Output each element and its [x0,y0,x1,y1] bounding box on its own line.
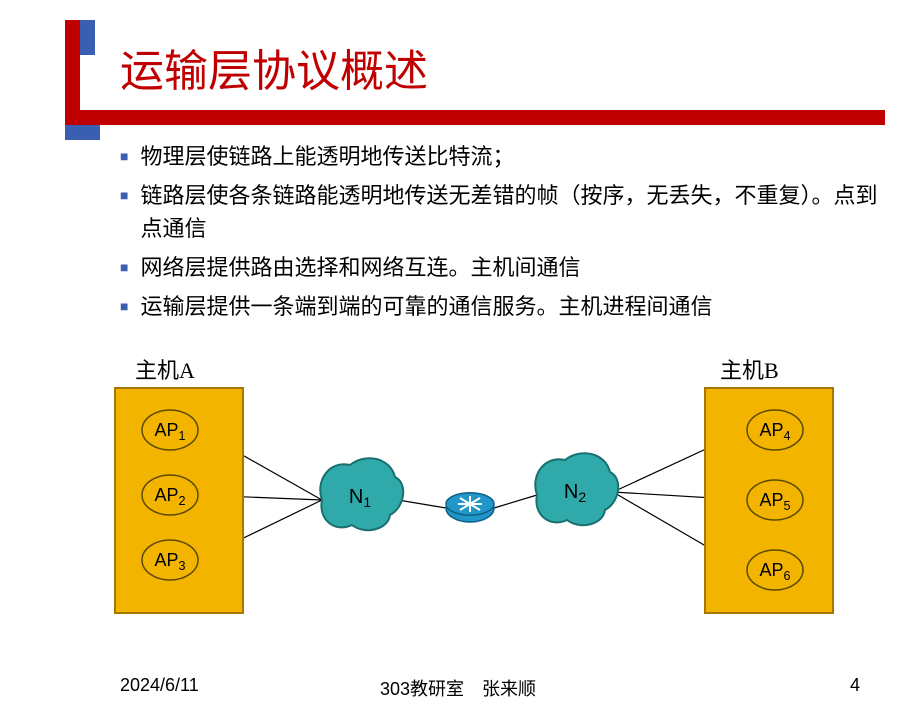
footer-page-number: 4 [850,675,860,696]
svg-text:主机B: 主机B [720,358,779,383]
footer-date: 2024/6/11 [120,675,199,696]
footer-center: 303教研室 张来顺 [380,675,536,701]
network-diagram: 主机AAP1AP2AP3主机BAP4AP5AP6N1N2 [0,0,920,690]
svg-text:主机A: 主机A [135,358,195,383]
